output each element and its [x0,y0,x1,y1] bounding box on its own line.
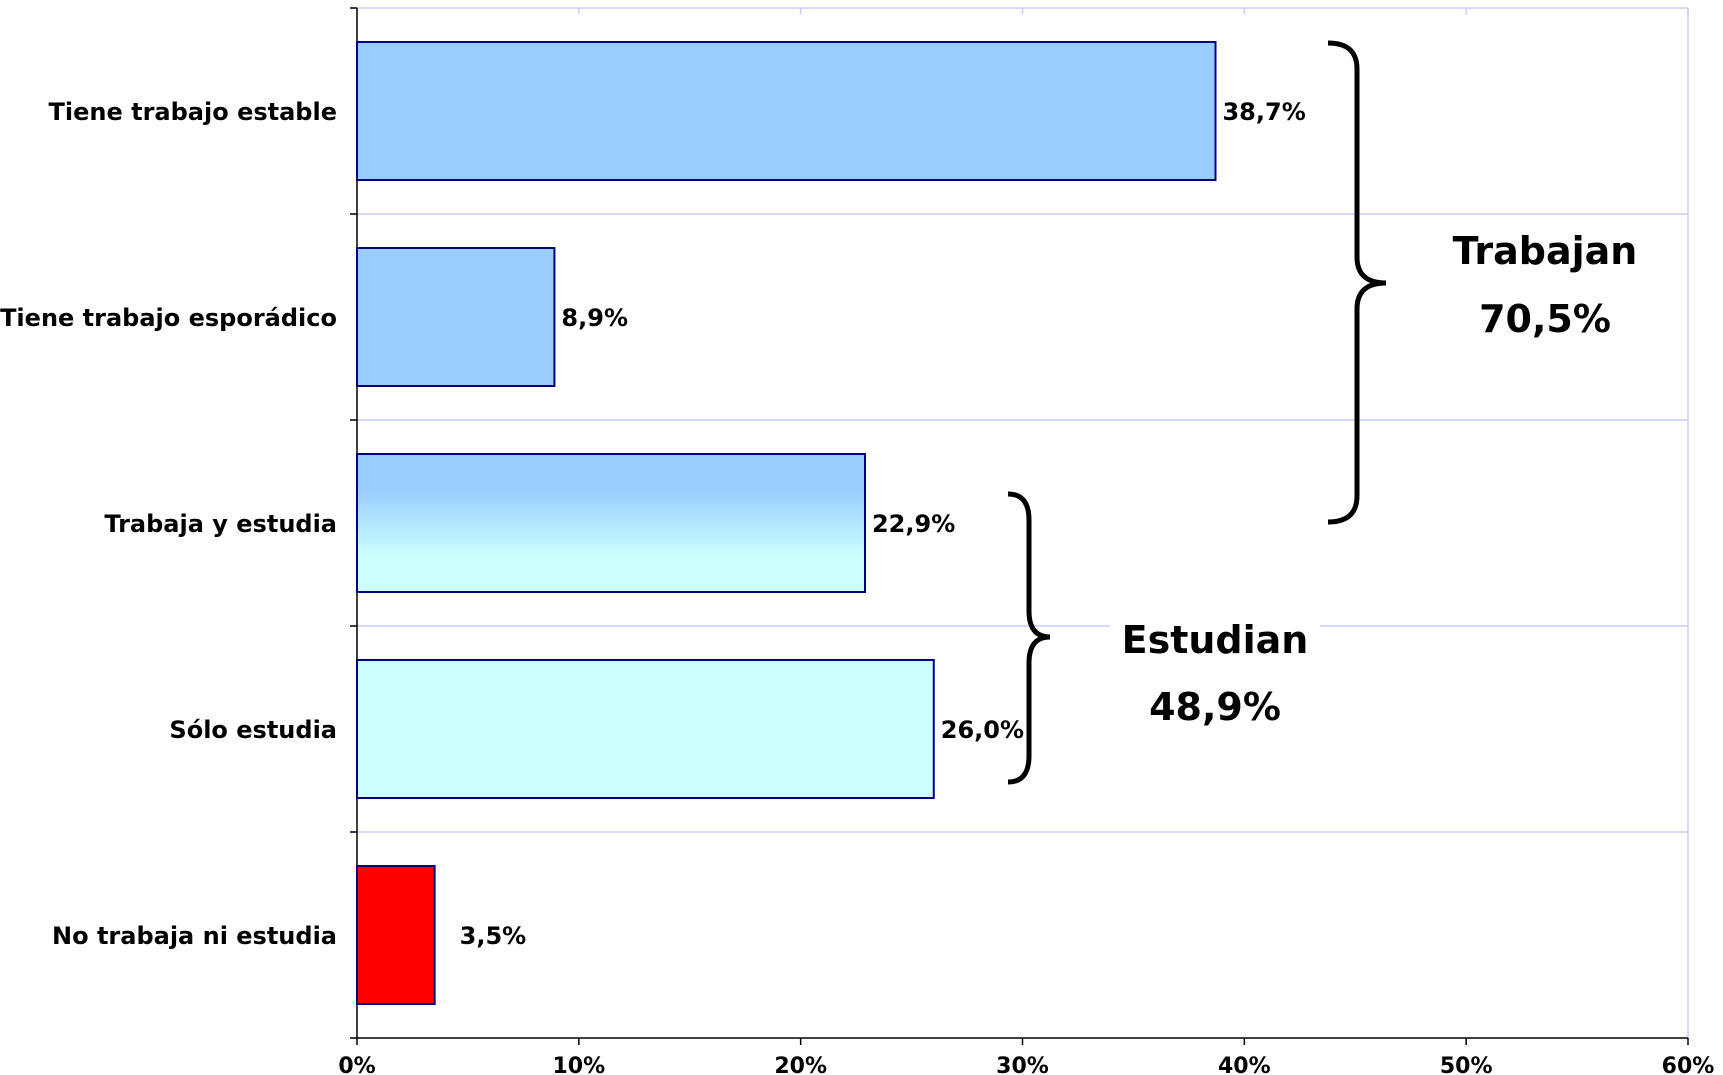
bars [356,40,1217,1006]
group-trabajan-name: Trabajan [1453,229,1638,273]
group-annotations: Trabajan 70,5% Estudian 48,9% [1007,40,1638,785]
category-label: No trabaja ni estudia [52,922,337,950]
value-label: 22,9% [872,510,955,538]
category-label: Trabaja y estudia [104,510,337,538]
x-tick-label: 20% [774,1054,827,1075]
labels: 0% 10% 20% 30% 40% 50% 60% Tiene trabajo establ… [0,98,1714,1075]
bar [356,40,1217,182]
value-label: 3,5% [460,922,527,950]
x-tick-label: 40% [1218,1054,1271,1075]
group-trabajan-value: 70,5% [1479,297,1611,341]
bar [356,864,436,1006]
value-label: 26,0% [941,716,1024,744]
category-label: Sólo estudia [169,716,337,744]
value-label: 38,7% [1222,98,1305,126]
x-tick-label: 0% [338,1054,375,1075]
bar [356,246,556,388]
brace-trabajan [1327,40,1387,525]
bar [356,658,935,800]
category-label: Tiene trabajo estable [49,98,337,126]
x-tick-label: 50% [1440,1054,1493,1075]
group-estudian-value: 48,9% [1149,685,1281,729]
x-tick-label: 30% [996,1054,1049,1075]
x-tick-label: 10% [552,1054,605,1075]
value-label: 8,9% [561,304,628,332]
estudian-label-background [1110,600,1320,750]
grid-lines [356,7,1689,1038]
group-estudian-name: Estudian [1122,618,1309,662]
brace-estudian [1007,491,1051,785]
x-tick-label: 60% [1662,1054,1715,1075]
bar [356,452,866,594]
category-label: Tiene trabajo esporádico [0,304,337,332]
